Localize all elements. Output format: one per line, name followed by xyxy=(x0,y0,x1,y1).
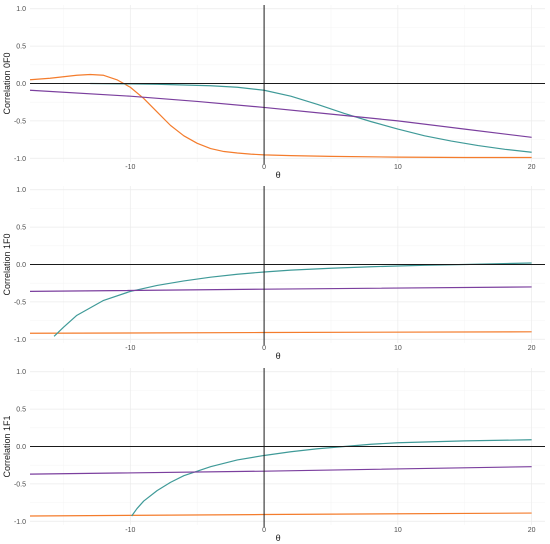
y-tick-label: 1.0 xyxy=(16,6,26,13)
series-line-3 xyxy=(29,286,532,293)
y-tick-label: 0.0 xyxy=(16,81,26,88)
panel-3: -1.0 -0.5 0.0 0.5 1.0 -10 0 10 20 θ Correlation 1F… xyxy=(2,368,545,543)
x-tick-label: 20 xyxy=(528,345,536,352)
x-tick-label: 0 xyxy=(262,527,266,534)
x-tick-label: -10 xyxy=(125,527,135,534)
x-tick-label: 0 xyxy=(262,345,266,352)
series-line-2 xyxy=(90,82,532,153)
x-tick-label: 0 xyxy=(262,164,266,171)
y-axis-title: Correlation 1F1 xyxy=(2,415,12,477)
y-tick-label: 0.5 xyxy=(16,407,26,414)
x-axis-title: θ xyxy=(276,351,281,361)
series-line-1 xyxy=(29,73,532,159)
y-tick-label: -1.0 xyxy=(14,156,26,163)
y-axis-title: Correlation 0F0 xyxy=(2,52,12,114)
x-tick-label: 10 xyxy=(394,527,402,534)
x-axis-title: θ xyxy=(276,170,281,180)
x-tick-label: 20 xyxy=(528,527,536,534)
x-tick-label: 10 xyxy=(394,164,402,171)
x-tick-label: -10 xyxy=(125,345,135,352)
y-tick-label: -0.5 xyxy=(14,481,26,488)
y-tick-label: -1.0 xyxy=(14,519,26,526)
y-tick-label: 1.0 xyxy=(16,187,26,194)
y-tick-label: 0.5 xyxy=(16,44,26,51)
series-line-2 xyxy=(131,439,532,517)
x-tick-label: 10 xyxy=(394,345,402,352)
y-tick-label: -0.5 xyxy=(14,299,26,306)
panel-1: -1.0 -0.5 0.0 0.5 1.0 -10 0 10 20 θ Correlation 0F… xyxy=(2,5,545,180)
x-tick-label: 20 xyxy=(528,164,536,171)
series-line-3 xyxy=(29,466,532,475)
y-tick-label: 0.0 xyxy=(16,262,26,269)
y-tick-label: 1.0 xyxy=(16,369,26,376)
series-line-1 xyxy=(29,331,532,334)
x-tick-label: -10 xyxy=(125,164,135,171)
series-line-1 xyxy=(29,512,532,517)
series-line-3 xyxy=(29,89,532,138)
panel-2: -1.0 -0.5 0.0 0.5 1.0 -10 0 10 20 θ Correlation 1F… xyxy=(2,186,545,361)
x-axis-title: θ xyxy=(276,533,281,543)
y-tick-label: -0.5 xyxy=(14,118,26,125)
y-tick-label: 0.5 xyxy=(16,225,26,232)
y-axis-title: Correlation 1F0 xyxy=(2,233,12,295)
y-tick-label: -1.0 xyxy=(14,337,26,344)
y-tick-label: 0.0 xyxy=(16,444,26,451)
series-line-2 xyxy=(53,262,532,337)
